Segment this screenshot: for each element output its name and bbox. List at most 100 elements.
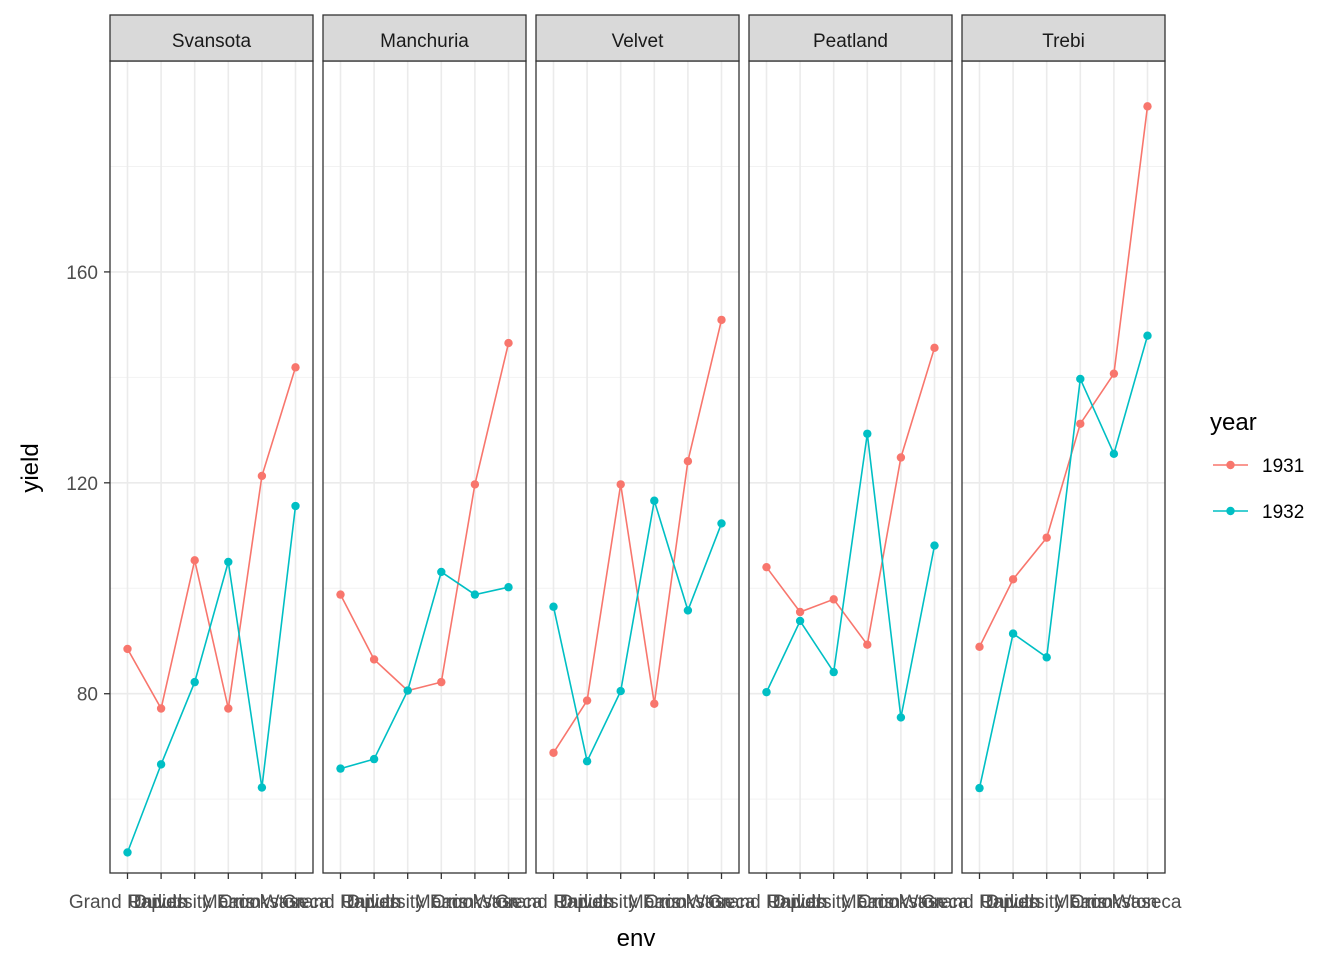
panel-manchuria: Manchuria [322, 14, 527, 874]
data-point-1931 [896, 453, 906, 462]
series-line-1932 [340, 570, 509, 770]
data-point-1931 [470, 480, 480, 489]
data-point-1932 [930, 541, 939, 550]
data-point-1931 [336, 590, 345, 599]
x-tick-label: University Farm [341, 892, 474, 913]
data-point-1932 [975, 783, 984, 793]
x-tick-label: University Farm [128, 892, 261, 913]
panel-background [536, 61, 739, 873]
data-point-1932 [291, 501, 300, 511]
strip-label: Trebi [1042, 31, 1085, 52]
data-point-1931 [224, 704, 233, 713]
x-tick-label: Waseca [1114, 892, 1182, 913]
x-tick-label: Crookston [645, 892, 732, 913]
data-point-1931 [1008, 575, 1018, 584]
data-point-1932 [683, 606, 693, 615]
strip-background [322, 14, 527, 62]
x-tick-label: Morris [628, 892, 681, 913]
strip-label: Peatland [813, 31, 888, 52]
x-tick-label: Duluth [134, 892, 189, 913]
x-tick-label: Crookston [432, 892, 519, 913]
x-axis-title: env [617, 925, 656, 952]
data-point-1931 [123, 644, 132, 654]
x-tick-label: Grand Rapids [282, 892, 399, 913]
data-point-1931 [829, 595, 838, 604]
x-tick-label: Waseca [901, 892, 969, 913]
series-line-1931 [978, 106, 1149, 648]
data-point-1932 [257, 783, 267, 792]
data-point-1931 [650, 699, 659, 708]
data-point-1932 [504, 583, 513, 592]
x-tick-label: Crookston [858, 892, 945, 913]
legend-label: 1932 [1262, 502, 1304, 523]
data-point-1932 [1042, 653, 1051, 662]
strip-label: Manchuria [380, 31, 469, 52]
data-point-1932 [369, 754, 379, 764]
y-tick-label: 160 [66, 263, 98, 284]
data-point-1932 [1109, 449, 1119, 459]
x-tick-label: Grand Rapids [495, 892, 612, 913]
y-axis: 80 120 160 [66, 263, 110, 706]
data-point-1931 [1109, 369, 1119, 378]
data-point-1932 [717, 519, 726, 528]
legend-label: 1931 [1262, 456, 1304, 477]
panel-background [110, 61, 313, 873]
data-point-1932 [1143, 331, 1152, 340]
y-axis-title: yield [17, 443, 44, 492]
data-point-1932 [190, 677, 199, 687]
panel-background [323, 61, 526, 873]
data-point-1932 [403, 686, 412, 695]
series-line-1932 [552, 500, 723, 764]
x-tick-label: University Farm [554, 892, 687, 913]
data-point-1932 [650, 496, 659, 505]
data-point-1931 [930, 343, 939, 353]
data-point-1931 [762, 562, 771, 572]
data-point-1931 [369, 655, 379, 664]
data-point-1931 [975, 642, 984, 651]
x-tick-label: Waseca [475, 892, 543, 913]
legend-key-point [1226, 506, 1235, 516]
legend-key-point [1226, 460, 1235, 470]
x-tick-label: Grand Rapids [921, 892, 1038, 913]
x-tick-label: Morris [202, 892, 255, 913]
data-point-1931 [582, 696, 592, 705]
panel-trebi: Trebi [961, 14, 1166, 874]
data-point-1931 [437, 677, 446, 687]
x-tick-label: Duluth [986, 892, 1041, 913]
x-tick-label: University Farm [980, 892, 1113, 913]
data-point-1931 [156, 704, 166, 713]
strip-background [961, 14, 1166, 62]
data-point-1932 [582, 757, 592, 766]
x-tick-label: Morris [1054, 892, 1107, 913]
x-tick-label: Morris [841, 892, 894, 913]
x-tick-label: Waseca [262, 892, 330, 913]
data-point-1932 [336, 764, 345, 773]
data-point-1932 [123, 848, 132, 857]
panels: Svansota Manchuria Velvet Peatland Trebi [109, 14, 1166, 874]
data-point-1932 [795, 616, 805, 626]
strip-background [748, 14, 953, 62]
data-point-1932 [896, 713, 906, 722]
x-tick-label: Duluth [773, 892, 828, 913]
data-point-1932 [224, 557, 233, 567]
data-point-1932 [437, 567, 446, 577]
series-line-1932 [765, 433, 936, 718]
strip-background [109, 14, 314, 62]
data-point-1931 [1143, 102, 1152, 111]
panel-background [749, 61, 952, 873]
x-tick-label: Crookston [219, 892, 306, 913]
data-point-1932 [829, 667, 838, 677]
series-line-1931 [765, 347, 936, 647]
y-tick-label: 120 [66, 474, 98, 495]
data-point-1931 [717, 315, 726, 325]
data-point-1931 [549, 748, 558, 757]
x-tick-label: Crookston [1071, 892, 1158, 913]
y-tick-label: 80 [77, 685, 98, 706]
legend-entry-1931: 1931 [1213, 456, 1304, 477]
x-tick-label: University Farm [767, 892, 900, 913]
data-point-1931 [863, 640, 872, 649]
data-point-1931 [683, 457, 693, 466]
data-point-1932 [470, 590, 480, 599]
